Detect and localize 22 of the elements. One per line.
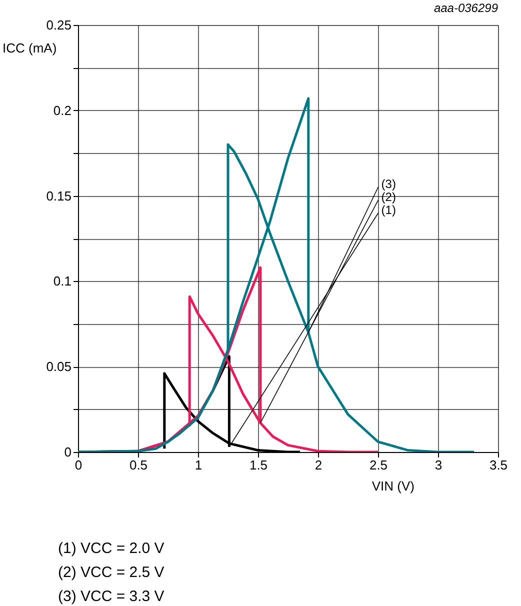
y-tick-label: 0.05: [46, 359, 72, 374]
x-axis-title: VIN (V): [372, 478, 414, 494]
y-tick-label: 0.15: [46, 188, 72, 204]
text: (1) VCC = 2.0 V: [58, 540, 164, 557]
y-tick-label: 0.2: [53, 102, 72, 118]
y-tick-label: 0.25: [46, 18, 72, 32]
x-tick-label: 2: [314, 458, 322, 472]
text: (3) VCC = 3.3 V: [58, 588, 164, 605]
x-tick-label: 2.5: [369, 458, 388, 472]
x-tick-label: 1.5: [249, 458, 268, 472]
text: (2) VCC = 2.5 V: [58, 564, 164, 581]
x-tick-label: 3: [434, 458, 442, 472]
x-tick-label: 1: [194, 458, 202, 472]
text: aaa-036299: [434, 1, 498, 15]
x-tick-label: 0.5: [129, 458, 148, 472]
annotation: (3): [381, 176, 396, 191]
x-tick-label: 3.5: [489, 458, 508, 472]
y-tick-label: 0.1: [53, 274, 72, 289]
x-tick-label: 0: [74, 458, 82, 472]
y-axis-title: ICC (mA): [2, 40, 57, 56]
annotation: (1): [381, 202, 396, 217]
y-tick-label: 0: [64, 444, 72, 460]
